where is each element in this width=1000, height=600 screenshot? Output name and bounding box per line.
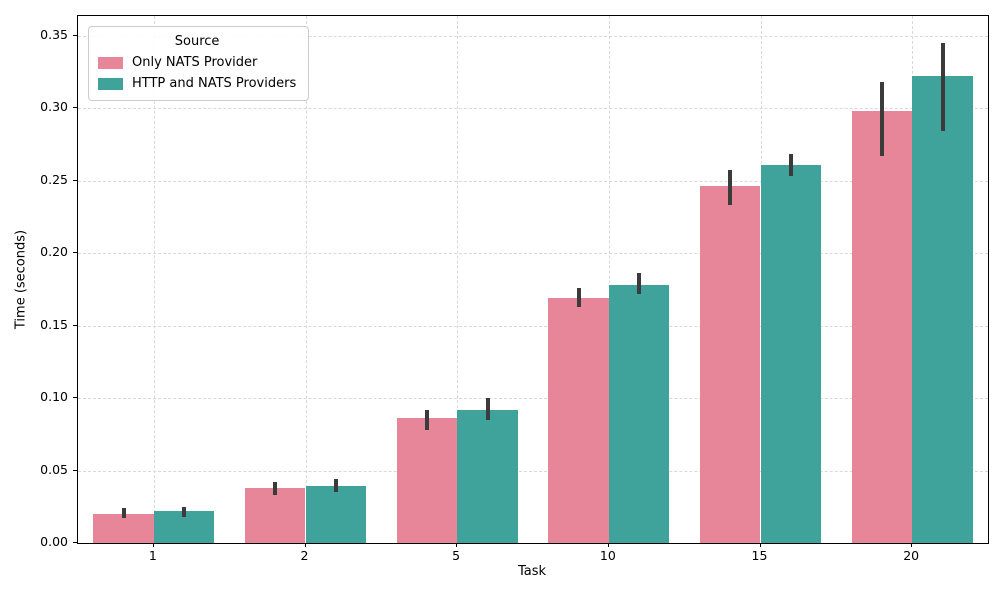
y-tick-mark (73, 397, 77, 399)
y-tick-mark (73, 179, 77, 181)
y-tick-label: 0.35 (40, 26, 68, 42)
y-tick-mark (73, 324, 77, 326)
x-tick-label: 10 (599, 548, 616, 563)
bar (244, 487, 306, 543)
error-bar (879, 81, 884, 156)
error-bar (576, 287, 581, 307)
bar (851, 110, 913, 543)
x-tick-mark (304, 543, 306, 547)
y-gridline (78, 35, 988, 37)
y-tick-mark (73, 34, 77, 36)
x-tick-label: 15 (751, 548, 768, 563)
bar (760, 164, 822, 543)
bar (396, 418, 458, 543)
bar (699, 186, 761, 543)
y-gridline (78, 398, 988, 400)
x-gridline (457, 16, 459, 543)
error-bar (182, 506, 187, 517)
x-gridline (305, 16, 307, 543)
y-gridline (78, 108, 988, 110)
error-bar (637, 273, 642, 294)
x-tick-mark (152, 543, 154, 547)
x-tick-label: 20 (903, 548, 920, 563)
x-gridline (608, 16, 610, 543)
y-tick-label: 0.00 (40, 534, 68, 549)
y-tick-mark (73, 107, 77, 109)
legend-title: Source (174, 34, 220, 49)
y-gridline (78, 253, 988, 255)
y-tick-mark (73, 252, 77, 254)
error-bar (940, 42, 945, 132)
x-tick-label: 2 (300, 548, 309, 563)
legend-swatch (98, 56, 123, 69)
error-bar (121, 508, 126, 519)
legend-item-label: HTTP and NATS Providers (132, 76, 297, 91)
y-axis-label: Time (seconds) (13, 229, 29, 330)
y-gridline (78, 325, 988, 327)
x-axis-label: Task (517, 564, 547, 579)
bar (93, 514, 154, 543)
bar (608, 284, 670, 543)
x-tick-label: 1 (148, 548, 157, 563)
bar (912, 76, 973, 543)
x-tick-mark (911, 543, 913, 547)
x-tick-mark (607, 543, 609, 547)
legend: Source Only NATS Provider HTTP and NATS P… (88, 26, 310, 101)
error-bar (333, 479, 338, 493)
y-tick-label: 0.10 (40, 389, 68, 405)
x-tick-mark (456, 543, 458, 547)
bar (305, 486, 367, 543)
y-tick-label: 0.30 (40, 99, 68, 115)
y-gridline (78, 180, 988, 182)
plot-area: Source Only NATS Provider HTTP and NATS P… (77, 15, 989, 544)
x-tick-mark (759, 543, 761, 547)
error-bar (424, 409, 429, 430)
error-bar (273, 482, 278, 496)
y-tick-mark (73, 469, 77, 471)
error-bar (788, 154, 793, 177)
error-bar (485, 398, 490, 420)
x-gridline (153, 16, 155, 543)
legend-item: Only NATS Provider (98, 54, 296, 71)
y-tick-label: 0.05 (40, 461, 68, 477)
y-tick-label: 0.25 (40, 171, 68, 187)
legend-items: Only NATS Provider HTTP and NATS Provider… (98, 54, 296, 92)
y-tick-label: 0.20 (40, 244, 68, 260)
y-tick-mark (73, 542, 77, 543)
bar (457, 409, 518, 543)
legend-item: HTTP and NATS Providers (98, 75, 296, 92)
bar (548, 298, 609, 543)
legend-swatch (98, 77, 123, 90)
y-tick-label: 0.15 (40, 316, 68, 332)
legend-item-label: Only NATS Provider (132, 55, 258, 70)
x-tick-label: 5 (452, 548, 461, 563)
y-gridline (78, 470, 988, 472)
error-bar (728, 170, 733, 206)
